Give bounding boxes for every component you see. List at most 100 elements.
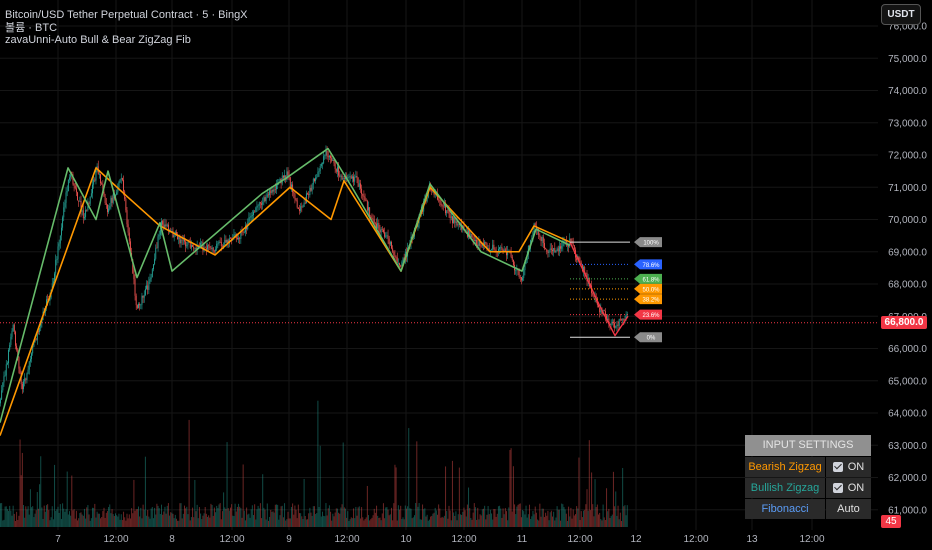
volume-bar [295, 509, 297, 527]
volume-bar [579, 520, 581, 527]
candle-body [511, 256, 513, 260]
volume-bar [305, 519, 307, 527]
volume-bar [46, 505, 47, 527]
volume-bar [16, 511, 18, 527]
setting-value-bearish[interactable]: ON [826, 457, 871, 477]
volume-bar [106, 511, 108, 527]
time-axis[interactable]: 7 12:00 8 12:00 9 12:00 10 12:00 11 12:00 12 12:00 1… [55, 534, 825, 545]
candle-body [12, 324, 14, 332]
volume-bar [255, 519, 257, 527]
bar-countdown-label: 45 [881, 515, 901, 528]
candle-body [510, 251, 512, 257]
checkbox-icon[interactable] [832, 483, 843, 493]
price-axis[interactable]: 76,000.0 75,000.0 74,000.0 73,000.0 72,000.0… [888, 22, 927, 517]
symbol-title[interactable]: Bitcoin/USD Tether Perpetual Contract · … [5, 9, 248, 21]
candle-body [56, 258, 58, 260]
candle-body [147, 285, 149, 290]
candle-body [216, 243, 218, 250]
candle-body [130, 241, 131, 253]
time-tick-label: 7 [55, 534, 61, 545]
price-tick-label: 74,000.0 [888, 86, 927, 97]
candle-body [249, 217, 251, 219]
volume-bar [313, 506, 315, 527]
volume-bar [219, 503, 221, 527]
zigzag-indicator-title[interactable]: zavaUnni-Auto Bull & Bear ZigZag Fib [5, 34, 191, 46]
volume-bar [387, 509, 389, 527]
volume-bar [336, 508, 338, 527]
candle-body [499, 247, 501, 249]
volume-bar [584, 509, 586, 527]
volume-bar [493, 508, 495, 527]
candle-body [154, 258, 156, 265]
candle-body [471, 233, 473, 238]
candle-body [371, 217, 373, 219]
volume-bar [377, 515, 379, 527]
setting-value-bullish[interactable]: ON [826, 478, 871, 498]
candle-body [348, 176, 350, 178]
volume-bar [0, 503, 1, 527]
candle-body [66, 191, 68, 193]
volume-bar [600, 519, 602, 527]
candle-body [531, 237, 533, 241]
candle-body [539, 235, 541, 238]
candle-body [314, 178, 315, 182]
candle-body [85, 210, 87, 218]
candle-body [211, 247, 213, 249]
setting-value-fibonacci[interactable]: Auto [826, 499, 871, 519]
volume-bar [449, 510, 451, 527]
volume-bar [244, 520, 246, 527]
volume-bar [542, 508, 544, 527]
volume-bar [184, 505, 185, 527]
volume-bar [457, 514, 459, 527]
setting-row-bullish[interactable]: Bullish Zigzag ON [745, 478, 871, 498]
volume-bar [186, 506, 188, 527]
candle-body [362, 194, 364, 196]
volume-bar [240, 508, 242, 527]
candle-body [294, 193, 296, 199]
candle-body [107, 204, 108, 213]
volume-bar [48, 510, 50, 527]
volume-bar [583, 510, 585, 527]
volume-bar [372, 515, 374, 527]
volume-bar [368, 515, 369, 527]
volume-bar [312, 506, 314, 527]
setting-row-fibonacci[interactable]: Fibonacci Auto [745, 499, 871, 519]
volume-bar [404, 505, 406, 527]
volume-bar [141, 518, 143, 527]
candle-body [102, 184, 104, 192]
volume-bar [121, 520, 123, 527]
volume-bar [320, 516, 322, 527]
volume-bar [388, 515, 390, 527]
candle-body [28, 361, 30, 370]
current-price-label: 66,800.0 [881, 316, 927, 329]
volume-bars [0, 400, 628, 527]
currency-button[interactable]: USDT [881, 4, 921, 25]
candle-body [293, 192, 295, 194]
volume-bar [362, 517, 364, 527]
volume-bar [202, 515, 204, 527]
volume-bar [52, 519, 54, 527]
setting-row-bearish[interactable]: Bearish Zigzag ON [745, 457, 871, 477]
volume-bar [420, 519, 422, 527]
candle-body [518, 270, 520, 278]
volume-bar [517, 504, 519, 527]
candle-body [127, 224, 129, 233]
volume-bar [481, 509, 483, 527]
fib-label-text: 78.6% [642, 263, 660, 269]
volume-bar [369, 520, 371, 527]
candle-body [613, 321, 614, 323]
volume-bar [307, 519, 309, 527]
candle-body [108, 208, 110, 213]
candle-body [149, 278, 151, 282]
volume-bar [523, 511, 525, 527]
fib-label-text: 50.0% [642, 287, 660, 293]
volume-bar [575, 514, 576, 527]
candle-body [242, 231, 244, 233]
checkbox-icon[interactable] [832, 462, 843, 472]
volume-bar [361, 507, 363, 527]
candle-body [573, 245, 575, 250]
volume-indicator-title[interactable]: 볼륨 · BTC [5, 21, 58, 34]
candle-body [492, 244, 494, 250]
volume-bar [564, 509, 566, 527]
